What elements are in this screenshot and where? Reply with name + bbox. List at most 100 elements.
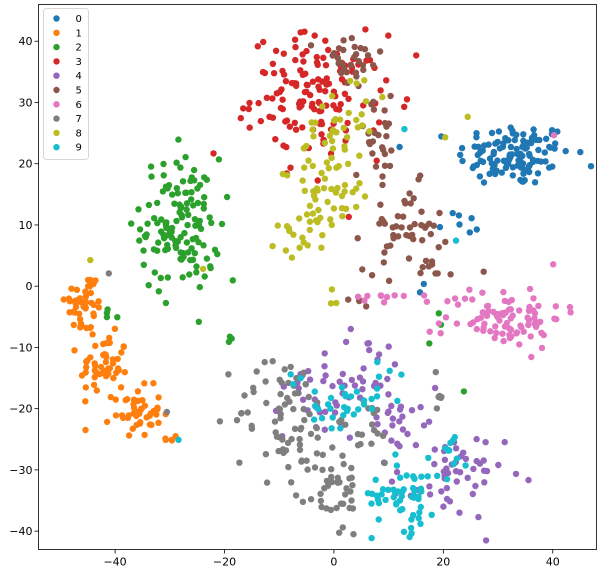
data-point-class-4 xyxy=(525,476,532,484)
data-point-class-5 xyxy=(436,209,443,217)
data-point-class-0 xyxy=(562,147,569,155)
data-point-class-4 xyxy=(375,351,383,358)
y-tick-label: 40 xyxy=(19,35,33,48)
data-point-class-0 xyxy=(486,155,494,162)
data-point-class-7 xyxy=(342,491,349,498)
data-point-class-1 xyxy=(84,357,91,364)
data-point-class-2 xyxy=(184,221,191,229)
data-point-class-2 xyxy=(160,172,167,179)
data-point-class-3 xyxy=(303,47,310,55)
data-point-class-4 xyxy=(443,484,451,492)
data-point-class-4 xyxy=(372,379,379,387)
data-point-class-6 xyxy=(535,302,542,310)
data-point-class-2 xyxy=(215,156,223,163)
data-point-class-4 xyxy=(404,430,411,438)
data-point-class-0 xyxy=(511,136,518,144)
data-point-class-5 xyxy=(390,235,397,242)
data-point-class-5 xyxy=(410,195,417,202)
data-point-class-7 xyxy=(314,434,321,441)
x-axis: −40 −20 0 20 40 xyxy=(103,549,560,569)
data-point-class-1 xyxy=(134,388,142,395)
data-point-class-2 xyxy=(184,249,192,256)
data-point-class-9 xyxy=(450,460,457,468)
data-point-class-8 xyxy=(362,98,370,105)
data-point-class-2 xyxy=(145,282,152,289)
data-point-class-4 xyxy=(331,409,339,416)
data-point-class-6 xyxy=(513,330,520,337)
data-point-class-3 xyxy=(413,52,420,59)
data-point-class-0 xyxy=(473,161,481,169)
data-point-class-3 xyxy=(322,61,330,69)
data-point-class-6 xyxy=(550,132,558,139)
data-point-class-1 xyxy=(70,308,78,315)
data-point-class-3 xyxy=(336,106,343,113)
data-point-class-6 xyxy=(364,292,371,300)
data-point-class-5 xyxy=(418,221,425,229)
data-point-class-3 xyxy=(383,77,390,84)
data-point-class-2 xyxy=(168,228,175,236)
data-point-class-4 xyxy=(426,483,433,490)
data-point-class-1 xyxy=(92,277,99,284)
data-point-class-2 xyxy=(155,288,162,295)
data-point-class-9 xyxy=(340,412,347,419)
data-point-class-7 xyxy=(285,463,292,471)
data-point-class-0 xyxy=(509,127,516,135)
data-point-class-8 xyxy=(301,164,308,171)
data-point-class-8 xyxy=(464,113,471,121)
data-point-class-6 xyxy=(517,322,524,329)
data-point-class-6 xyxy=(538,344,546,352)
data-point-class-8 xyxy=(343,134,351,141)
data-points xyxy=(60,26,595,544)
data-point-class-5 xyxy=(372,163,380,170)
data-point-class-8 xyxy=(296,215,303,222)
data-point-class-4 xyxy=(440,503,447,510)
data-point-class-3 xyxy=(325,46,332,54)
data-point-class-6 xyxy=(566,303,574,311)
data-point-class-9 xyxy=(428,511,435,518)
data-point-class-8 xyxy=(353,116,360,124)
data-point-class-6 xyxy=(435,320,443,327)
data-point-class-1 xyxy=(82,305,89,312)
data-point-class-5 xyxy=(359,61,367,69)
data-point-class-3 xyxy=(322,37,329,44)
data-point-class-2 xyxy=(140,247,147,254)
data-point-class-7 xyxy=(329,478,336,486)
data-point-class-9 xyxy=(353,388,360,395)
data-point-class-2 xyxy=(150,246,158,253)
data-point-class-8 xyxy=(321,175,329,182)
data-point-class-4 xyxy=(431,384,439,392)
data-point-class-2 xyxy=(191,177,198,184)
data-point-class-4 xyxy=(476,460,484,467)
data-point-class-1 xyxy=(101,351,108,358)
data-point-class-8 xyxy=(353,80,360,87)
data-point-class-8 xyxy=(333,129,340,136)
data-point-class-6 xyxy=(527,333,534,340)
data-point-class-7 xyxy=(236,459,243,466)
data-point-class-7 xyxy=(238,409,245,417)
data-point-class-9 xyxy=(372,476,379,483)
data-point-class-6 xyxy=(423,298,431,305)
data-point-class-9 xyxy=(347,393,355,400)
data-point-class-8 xyxy=(306,202,314,209)
data-point-class-7 xyxy=(273,433,281,440)
data-point-class-2 xyxy=(426,340,433,347)
data-point-class-1 xyxy=(125,432,133,439)
data-point-class-3 xyxy=(313,53,320,61)
data-point-class-8 xyxy=(296,244,303,251)
data-point-class-6 xyxy=(506,334,514,342)
data-point-class-3 xyxy=(366,56,374,64)
data-point-class-1 xyxy=(121,369,128,376)
data-point-class-8 xyxy=(328,221,335,229)
data-point-class-0 xyxy=(476,173,484,180)
data-point-class-3 xyxy=(377,87,384,94)
data-point-class-7 xyxy=(368,421,376,428)
data-point-class-0 xyxy=(506,152,513,160)
data-point-class-6 xyxy=(500,337,507,345)
data-point-class-8 xyxy=(326,132,333,140)
data-point-class-1 xyxy=(130,404,138,411)
data-point-class-2 xyxy=(175,136,182,143)
x-tick-label: −20 xyxy=(213,556,236,569)
y-tick-label: 0 xyxy=(26,280,33,293)
data-point-class-4 xyxy=(321,363,328,370)
data-point-class-1 xyxy=(82,426,89,434)
